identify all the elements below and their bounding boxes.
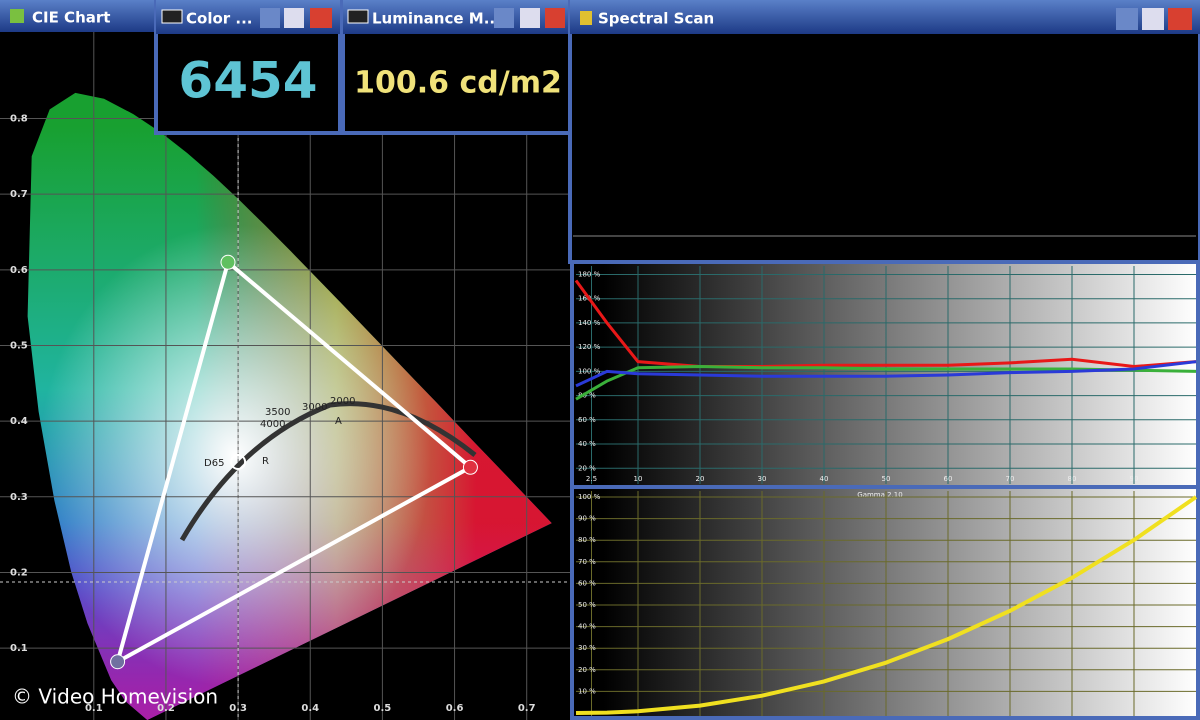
window-buttons[interactable]	[1116, 8, 1192, 30]
y-tick-label: 0.8	[10, 114, 28, 125]
app-icon	[161, 9, 183, 24]
blackbody-curve	[179, 401, 477, 542]
x-tick-label: 0.1	[85, 703, 103, 714]
balance-line	[575, 360, 1197, 388]
x-tick-label: 70	[1006, 475, 1015, 483]
y-tick-label: 60 %	[578, 579, 596, 587]
x-tick-label: 0.6	[446, 703, 464, 714]
window-title: CIE Chart	[32, 9, 110, 27]
spectral-window	[568, 0, 1200, 264]
gamma-plot: 10 % 20 % 30 % 40 % 50 % 60 % 70 % 80 % 90 % 100 …	[575, 491, 1198, 716]
x-tick-label: 10	[634, 475, 643, 483]
window-title: Luminance M...	[372, 10, 501, 28]
x-tick-label: 0.7	[518, 703, 536, 714]
gamut-triangle	[114, 258, 474, 666]
gamma-panel	[570, 485, 1200, 720]
y-tick-label: 70 %	[578, 558, 596, 566]
window-title: Spectral Scan	[598, 10, 714, 28]
app-icon	[10, 9, 24, 23]
watermark: © Video Homevision	[12, 685, 218, 709]
y-tick-label: 40 %	[578, 440, 596, 448]
y-tick-label: 0.2	[10, 567, 28, 578]
y-tick-label: 90 %	[578, 515, 596, 523]
y-tick-label: 0.1	[10, 643, 28, 654]
point-label: 2000	[330, 396, 355, 407]
white-point	[230, 454, 247, 471]
x-tick-label: 20	[696, 475, 705, 483]
x-tick-label: 2.5	[586, 475, 597, 483]
y-tick-label: 20 %	[578, 666, 596, 674]
x-tick-label: 0.2	[157, 703, 175, 714]
y-tick-label: 30 %	[578, 644, 596, 652]
y-tick-label: 50 %	[578, 601, 596, 609]
app-icon	[580, 11, 592, 25]
point-label: R	[262, 456, 269, 467]
y-tick-label: 120 %	[578, 343, 601, 351]
gamma-title: Gamma 2.10	[857, 491, 902, 499]
app-icon	[347, 9, 369, 24]
gamut-point	[462, 459, 478, 475]
window-buttons[interactable]	[260, 8, 332, 28]
y-tick-label: 80 %	[578, 536, 596, 544]
x-tick-label: 80	[1068, 475, 1077, 483]
x-tick-label: 40	[820, 475, 829, 483]
y-tick-label: 0.5	[10, 340, 28, 351]
balance-line	[574, 279, 1197, 369]
balance-line	[575, 365, 1197, 401]
point-label: 4000	[260, 419, 285, 430]
y-tick-label: 0.7	[10, 189, 28, 200]
title-bar	[570, 0, 1200, 34]
y-tick-label: 20 %	[578, 464, 596, 472]
y-tick-label: 0.3	[10, 492, 28, 503]
y-tick-label: 100 %	[578, 367, 601, 375]
point-label: D65	[204, 458, 224, 469]
gamut-point	[110, 654, 126, 670]
y-tick-label: 0.6	[10, 265, 28, 276]
point-label: A	[335, 416, 342, 427]
y-tick-label: 140 %	[578, 319, 601, 327]
x-tick-label: 60	[944, 475, 953, 483]
point-label: 3000	[302, 402, 327, 413]
y-tick-label: 60 %	[578, 416, 596, 424]
x-tick-label: 90	[1130, 475, 1139, 483]
gamma-curve	[575, 495, 1198, 715]
window-title: Color ...	[186, 10, 252, 28]
y-tick-label: 100 %	[578, 493, 601, 501]
point-label: 3500	[265, 407, 290, 418]
y-tick-label: 40 %	[578, 623, 596, 631]
y-tick-label: 10 %	[578, 687, 596, 695]
x-tick-label: 0.4	[301, 703, 319, 714]
x-tick-label: 30	[758, 475, 767, 483]
title-bar	[156, 0, 340, 34]
y-tick-label: 180 %	[578, 270, 601, 278]
color-temperature: 6454	[178, 52, 317, 110]
gamut-point	[220, 254, 236, 270]
y-tick-label: 80 %	[578, 392, 596, 400]
window-buttons[interactable]	[494, 8, 565, 28]
x-tick-label: 50	[882, 475, 891, 483]
rgb-plot: 2.5 10 20 30 40 50 60 70 80 90 20 % 40 % 60 % 80 % 100…	[574, 266, 1197, 484]
x-tick-label: 0.5	[374, 703, 392, 714]
y-tick-label: 0.4	[10, 416, 28, 427]
luminance-value: 100.6 cd/m2	[354, 66, 562, 101]
